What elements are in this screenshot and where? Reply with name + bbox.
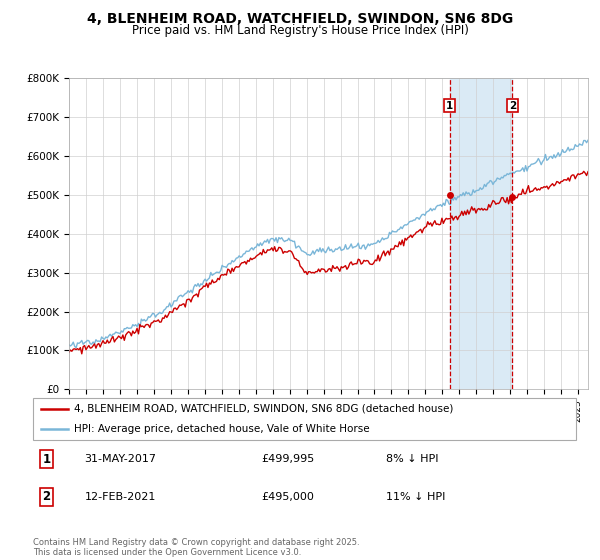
Text: £499,995: £499,995 bbox=[261, 454, 314, 464]
FancyBboxPatch shape bbox=[33, 398, 576, 440]
Text: 8% ↓ HPI: 8% ↓ HPI bbox=[386, 454, 439, 464]
Bar bbox=[449, 78, 512, 389]
Text: Contains HM Land Registry data © Crown copyright and database right 2025.
This d: Contains HM Land Registry data © Crown c… bbox=[33, 538, 359, 557]
Text: 12-FEB-2021: 12-FEB-2021 bbox=[85, 492, 156, 502]
Text: 2: 2 bbox=[43, 491, 50, 503]
Text: 2: 2 bbox=[509, 101, 516, 110]
Text: £495,000: £495,000 bbox=[261, 492, 314, 502]
Text: HPI: Average price, detached house, Vale of White Horse: HPI: Average price, detached house, Vale… bbox=[74, 424, 370, 434]
Text: 1: 1 bbox=[43, 452, 50, 465]
Text: 31-MAY-2017: 31-MAY-2017 bbox=[85, 454, 157, 464]
Text: 1: 1 bbox=[446, 101, 453, 110]
Text: Price paid vs. HM Land Registry's House Price Index (HPI): Price paid vs. HM Land Registry's House … bbox=[131, 24, 469, 36]
Text: 11% ↓ HPI: 11% ↓ HPI bbox=[386, 492, 445, 502]
Text: 4, BLENHEIM ROAD, WATCHFIELD, SWINDON, SN6 8DG (detached house): 4, BLENHEIM ROAD, WATCHFIELD, SWINDON, S… bbox=[74, 404, 453, 414]
Text: 4, BLENHEIM ROAD, WATCHFIELD, SWINDON, SN6 8DG: 4, BLENHEIM ROAD, WATCHFIELD, SWINDON, S… bbox=[87, 12, 513, 26]
